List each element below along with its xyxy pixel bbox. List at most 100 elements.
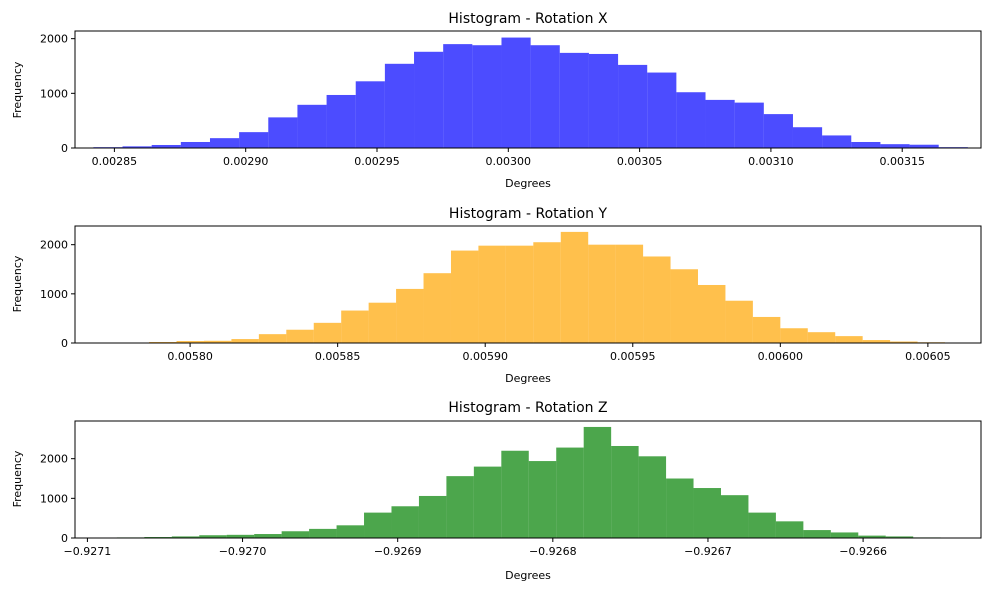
rotation-z-bar xyxy=(666,478,694,538)
rotation-y-bar xyxy=(807,332,836,343)
rotation-z-bar xyxy=(281,531,310,538)
rotation-y-xtick-label: 0.00580 xyxy=(167,350,213,363)
rotation-z-bar xyxy=(830,532,859,538)
rotation-z-bar xyxy=(775,521,804,538)
rotation-x-bar xyxy=(326,94,356,148)
rotation-x-ytick-label: 1000 xyxy=(40,87,68,100)
rotation-z-bar xyxy=(336,525,365,538)
rotation-y-bar xyxy=(752,316,781,343)
rotation-z-bar xyxy=(226,534,255,538)
rotation-y-bar xyxy=(725,300,753,343)
rotation-x-ytick-label: 2000 xyxy=(40,33,68,46)
rotation-y-bar xyxy=(533,242,561,343)
rotation-y-bar xyxy=(286,329,314,343)
rotation-z-xtick-label: −0.9269 xyxy=(374,545,422,558)
rotation-y-ticks: 0.00580 0.00585 0.00590 0.00595 0.00600 0.006… xyxy=(40,239,951,363)
rotation-x-bar xyxy=(501,37,531,149)
rotation-x-xtick-label: 0.00295 xyxy=(354,155,400,168)
rotation-y-bar xyxy=(560,231,589,343)
rotation-y-ytick-label: 2000 xyxy=(40,239,68,252)
rotation-y-panel: Histogram - Rotation Y Frequency Degrees… xyxy=(11,206,982,385)
rotation-x-bar xyxy=(792,127,823,148)
rotation-x-bar xyxy=(355,81,385,148)
rotation-x-bar xyxy=(909,144,939,148)
rotation-x-bar xyxy=(588,53,619,148)
rotation-y-bar xyxy=(203,340,232,343)
rotation-z-ylabel: Frequency xyxy=(11,450,24,507)
rotation-y-bar xyxy=(176,341,204,343)
rotation-y-bar xyxy=(341,310,369,343)
rotation-x-ticks: 0.00285 0.00290 0.00295 0.00300 0.00305 0.003… xyxy=(40,33,925,168)
rotation-x-bar xyxy=(705,99,735,148)
rotation-y-bars xyxy=(121,231,945,343)
rotation-z-bar xyxy=(171,536,200,538)
rotation-z-bar xyxy=(583,426,612,538)
rotation-z-bar xyxy=(446,476,474,538)
rotation-z-ytick-label: 1000 xyxy=(40,492,68,505)
rotation-x-bars xyxy=(93,37,968,149)
rotation-z-bars xyxy=(116,426,941,538)
rotation-y-xtick-label: 0.00595 xyxy=(610,350,656,363)
rotation-x-bar xyxy=(618,64,648,148)
rotation-y-ylabel: Frequency xyxy=(11,255,24,312)
rotation-z-xtick-label: −0.9268 xyxy=(529,545,577,558)
rotation-y-bar xyxy=(450,250,479,343)
rotation-y-bar xyxy=(697,284,726,343)
rotation-z-xlabel: Degrees xyxy=(505,569,551,582)
rotation-z-xtick-label: −0.9266 xyxy=(839,545,887,558)
rotation-y-bar xyxy=(258,334,287,343)
rotation-z-bar xyxy=(309,528,337,538)
rotation-z-bar xyxy=(528,461,557,538)
rotation-y-bar xyxy=(780,328,808,343)
rotation-z-bar xyxy=(638,456,667,538)
rotation-z-bar xyxy=(391,506,419,538)
rotation-x-bar xyxy=(734,102,764,148)
rotation-x-bar xyxy=(239,132,269,148)
rotation-z-bar xyxy=(748,512,776,538)
rotation-x-bar xyxy=(443,44,473,149)
rotation-x-xtick-label: 0.00290 xyxy=(223,155,269,168)
rotation-x-title: Histogram - Rotation X xyxy=(448,11,608,27)
rotation-z-bar xyxy=(611,445,639,538)
rotation-z-ytick-label: 2000 xyxy=(40,453,68,466)
rotation-x-bar xyxy=(122,146,152,148)
rotation-z-title: Histogram - Rotation Z xyxy=(448,400,607,416)
rotation-x-xtick-label: 0.00310 xyxy=(748,155,794,168)
rotation-z-xtick-label: −0.9267 xyxy=(684,545,732,558)
rotation-z-bar xyxy=(199,535,227,538)
rotation-y-bar xyxy=(478,245,506,343)
rotation-x-bar xyxy=(763,114,793,148)
rotation-z-bar xyxy=(254,534,282,538)
rotation-y-plot-frame xyxy=(74,225,982,344)
rotation-y-bar xyxy=(396,288,424,343)
rotation-x-bar xyxy=(414,51,444,148)
rotation-z-bar xyxy=(858,535,886,538)
rotation-y-bar xyxy=(643,256,671,343)
rotation-z-bar xyxy=(501,450,529,538)
rotation-x-bar xyxy=(384,63,415,148)
rotation-z-bar xyxy=(693,488,721,538)
rotation-x-bar xyxy=(880,144,910,148)
rotation-x-xtick-label: 0.00285 xyxy=(92,155,138,168)
rotation-y-bar xyxy=(670,269,698,343)
rotation-y-ytick-label: 1000 xyxy=(40,288,68,301)
rotation-z-bar xyxy=(556,447,584,538)
rotation-z-panel: Histogram - Rotation Z Frequency Degrees… xyxy=(11,400,982,582)
rotation-y-xtick-label: 0.00590 xyxy=(462,350,508,363)
rotation-z-bar xyxy=(885,536,914,538)
rotation-x-xtick-label: 0.00315 xyxy=(879,155,925,168)
rotation-x-bar xyxy=(676,92,706,148)
rotation-x-panel: Histogram - Rotation X Frequency Degrees… xyxy=(11,11,982,190)
rotation-x-bar xyxy=(559,52,589,149)
rotation-x-bar xyxy=(209,138,240,148)
rotation-x-bar xyxy=(180,141,210,148)
rotation-y-bar xyxy=(835,336,863,343)
rotation-y-bar xyxy=(368,302,397,343)
rotation-y-ytick-label: 0 xyxy=(61,337,68,350)
rotation-y-bar xyxy=(231,339,259,343)
rotation-x-xtick-label: 0.00300 xyxy=(486,155,532,168)
rotation-x-bar xyxy=(297,104,327,148)
rotation-y-bar xyxy=(313,322,342,343)
rotation-x-xtick-label: 0.00305 xyxy=(617,155,663,168)
